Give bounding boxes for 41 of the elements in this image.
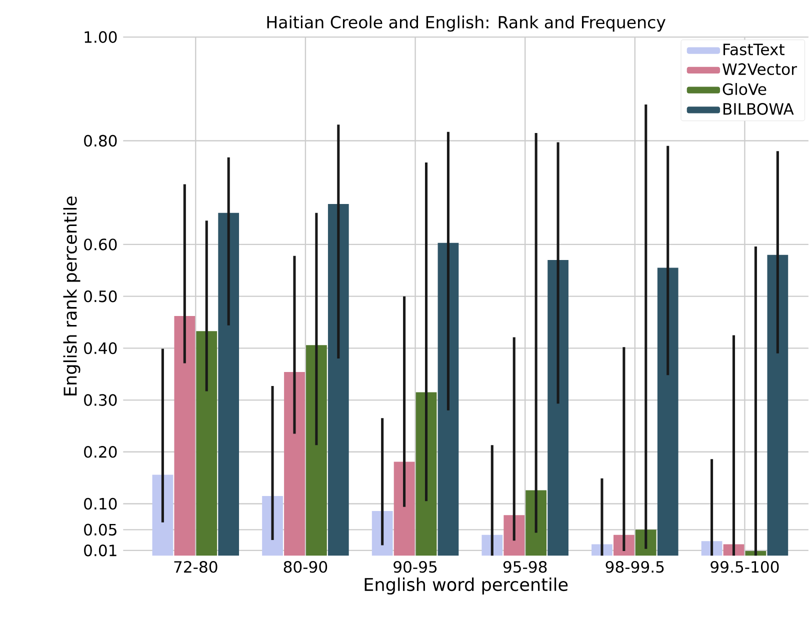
y-tick-label: 0.01 <box>84 544 116 556</box>
bar <box>548 260 568 556</box>
bar <box>613 534 634 556</box>
bar <box>438 242 459 556</box>
legend-label: FastText <box>724 44 784 56</box>
x-tick-label: 95-98 <box>503 561 547 573</box>
bar <box>196 331 218 556</box>
bar <box>394 462 415 556</box>
bar <box>284 372 305 556</box>
y-tick-label: 1.00 <box>84 31 117 43</box>
legend-label: GloVe <box>722 83 766 96</box>
y-tick-label: 0.50 <box>84 290 117 302</box>
bar <box>657 268 678 556</box>
x-tick-label: 90-95 <box>394 561 437 573</box>
bar <box>328 204 349 556</box>
x-tick-label: 72-80 <box>174 561 218 573</box>
bar <box>416 392 437 556</box>
y-tick-label: 0.40 <box>84 342 117 354</box>
x-axis-title: English word percentile <box>364 578 568 595</box>
legend-label: W2Vector <box>722 63 798 76</box>
x-tick-label: 99.5-100 <box>710 561 779 573</box>
bar <box>526 490 547 556</box>
bar <box>635 530 656 556</box>
bar <box>306 345 327 556</box>
y-tick-label: 0.30 <box>84 394 117 406</box>
bar <box>767 254 788 556</box>
y-tick-label: 0.20 <box>84 446 117 458</box>
bar <box>504 515 525 556</box>
x-tick-label: 80-90 <box>284 561 328 573</box>
chart-title: Haitian Creole and English: Rank and Frequency <box>267 16 666 32</box>
bar <box>152 474 174 556</box>
y-tick-label: 0.05 <box>84 524 116 536</box>
y-axis-title: English rank percentile <box>63 196 80 396</box>
y-tick-label: 0.80 <box>84 134 117 147</box>
bar <box>218 212 240 556</box>
y-tick-label: 0.10 <box>84 498 117 510</box>
y-tick-label: 0.60 <box>84 238 117 250</box>
x-tick-label: 98-99.5 <box>606 561 664 573</box>
legend-label: BILBOWA <box>724 103 794 115</box>
bar <box>174 316 196 556</box>
bar <box>372 511 393 556</box>
